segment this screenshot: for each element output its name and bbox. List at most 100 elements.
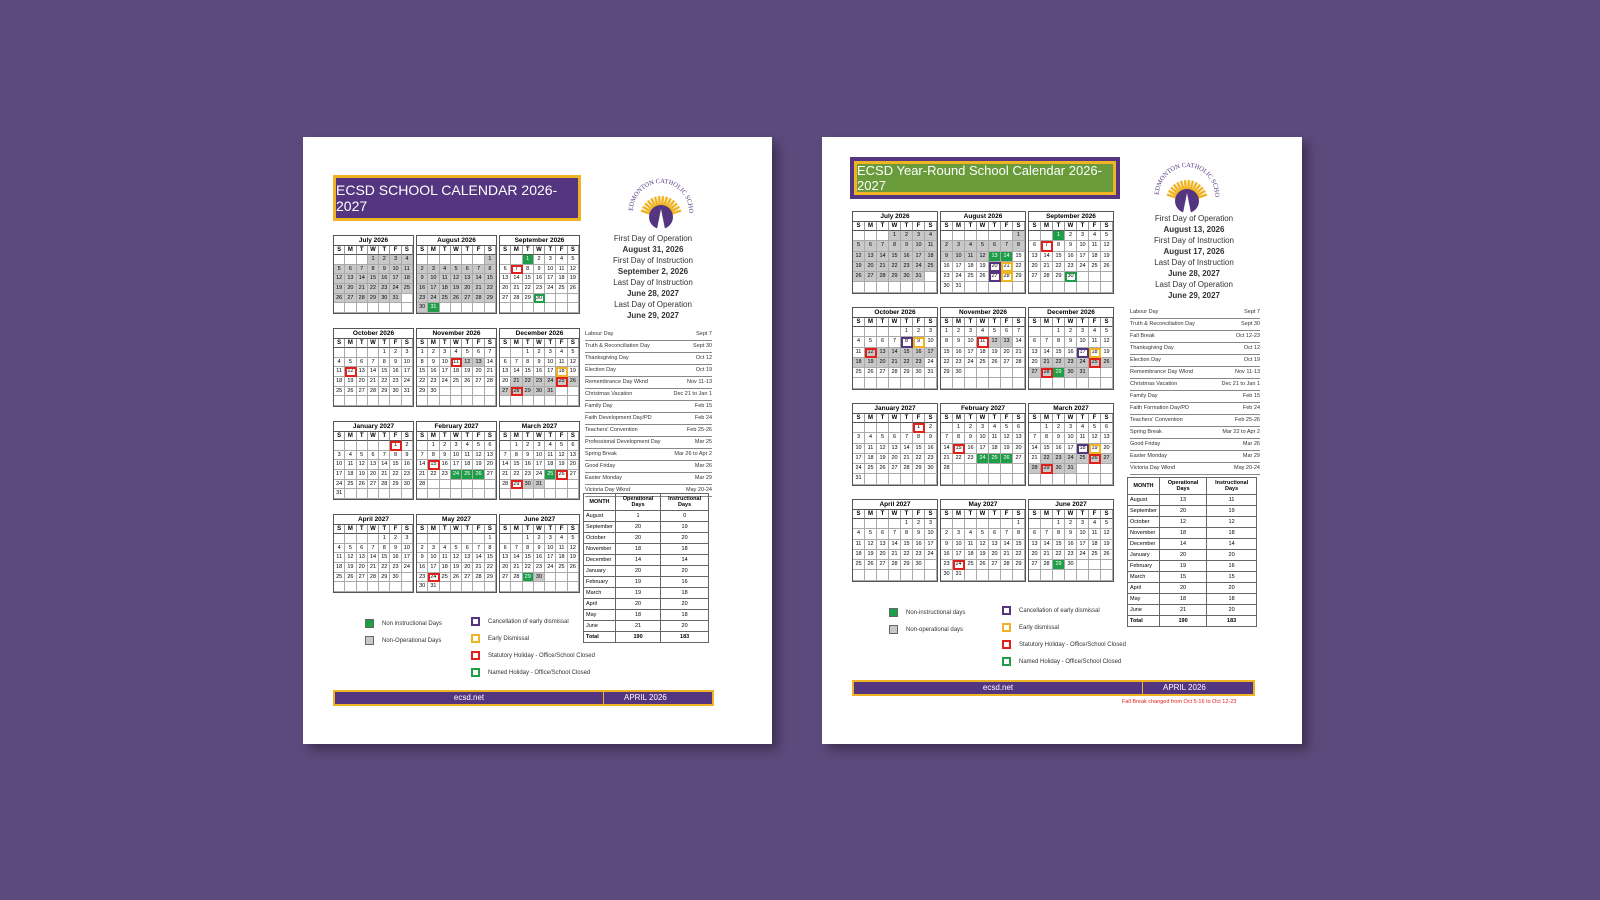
weekday: W (450, 525, 463, 534)
day-cell: 17 (1077, 347, 1089, 358)
day-cell (417, 255, 429, 265)
weekday: M (428, 339, 440, 348)
day-cell: 17 (965, 347, 977, 358)
day-cell: 8 (484, 543, 496, 554)
weekday: W (450, 246, 463, 255)
day-cell: 11 (545, 450, 557, 461)
table-row: December 14 14 (583, 554, 709, 566)
day-cell: 18 (556, 553, 568, 564)
holiday-date: Mar 25 (694, 439, 712, 445)
day-cell: 9 (925, 433, 937, 444)
day-cell (865, 519, 877, 530)
day-cell: 27 (473, 377, 485, 387)
day-cell: 2 (401, 441, 413, 451)
day-cell: 9 (401, 450, 413, 461)
day-cell: 16 (379, 274, 391, 285)
day-cell: 19 (865, 549, 877, 560)
day-cell (913, 378, 925, 389)
day-cell (462, 479, 474, 490)
day-cell (417, 441, 429, 451)
day-cell (1013, 282, 1025, 293)
day-cell: 17 (428, 284, 440, 294)
table-cell: April (1127, 582, 1160, 594)
table-cell: November (583, 543, 616, 555)
day-cell: 3 (1077, 519, 1089, 530)
day-cell (567, 303, 579, 314)
day-cell: 9 (533, 543, 546, 554)
day-cell (473, 386, 485, 397)
day-cell: 5 (1101, 327, 1113, 338)
day-cell: 17 (977, 443, 989, 454)
weekday: M (345, 432, 357, 441)
day-cell: 1 (511, 441, 523, 451)
day-cell (462, 489, 474, 500)
month-title: March 2027 (1029, 404, 1113, 414)
weekday: M (511, 246, 523, 255)
holiday-date: Feb 25-26 (686, 427, 712, 433)
day-cell: 13 (1001, 337, 1013, 348)
day-cell: 31 (953, 570, 965, 581)
holiday-name: Easter Monday (1130, 453, 1167, 459)
weekday: W (533, 246, 546, 255)
logo-road (657, 209, 665, 229)
table-cell: 19 (614, 587, 662, 599)
day-cell: 7 (500, 450, 512, 461)
day-cell: 15 (522, 553, 534, 564)
day-cell: 9 (439, 450, 451, 461)
day-cell: 11 (965, 539, 977, 550)
day-cell: 7 (417, 450, 429, 461)
month-calendar: May 2027 S M T W T F S 1 2 3 4 5 6 7 8 9 10 11 12 13 14 15 16 17… (940, 499, 1026, 582)
weekday: M (511, 339, 523, 348)
day-cell (989, 570, 1001, 581)
day-cell (450, 255, 463, 265)
day-cell: 13 (1029, 251, 1041, 262)
day-cell: 14 (901, 443, 913, 454)
month-grid: S M T W T F S 1 2 3 4 5 6 7 8 9 10 11 12 13 14 15 16 17 18 19 20 21… (941, 414, 1025, 485)
day-cell: 22 (522, 377, 534, 387)
day-cell: 10 (853, 443, 865, 454)
day-cell: 18 (334, 563, 346, 573)
holiday-date: Mar 22 to Apr 2 (1222, 429, 1260, 435)
day-cell: 30 (953, 368, 965, 379)
day-cell (901, 378, 913, 389)
weekday: S (925, 318, 937, 327)
day-cell: 29 (1053, 272, 1065, 283)
day-cell (450, 534, 463, 544)
table-cell: 21 (1158, 604, 1208, 616)
day-cell: 8 (1053, 241, 1065, 252)
holiday-date: Feb 24 (694, 415, 712, 421)
table-row: January 20 20 (1127, 549, 1257, 561)
holiday-row: Labour Day Sept 7 (1130, 307, 1260, 319)
month-calendar: August 2026 S M T W T F S 1 2 3 4 5 6 7 8 9 10 11 12 13 14 15 1… (940, 211, 1026, 294)
table-cell: 20 (660, 620, 709, 632)
day-cell (1089, 378, 1101, 389)
day-cell: 18 (556, 274, 568, 285)
day-cell (1029, 378, 1041, 389)
day-cell: 1 (428, 441, 440, 451)
day-cell (439, 396, 451, 407)
holiday-date: Oct 12 (695, 355, 712, 361)
day-cell: 15 (390, 460, 402, 471)
holiday-date: May 20-24 (686, 487, 712, 493)
day-cell: 17 (853, 453, 865, 464)
table-cell: 18 (614, 543, 662, 555)
legend-swatch (1002, 623, 1011, 632)
weekday: M (1041, 318, 1053, 327)
holiday-row: Professional Development Day Mar 25 (585, 437, 712, 449)
day-cell: 4 (1089, 231, 1101, 242)
day-cell: 21 (473, 284, 485, 294)
day-cell: 2 (390, 348, 402, 358)
day-cell: 27 (989, 272, 1001, 283)
day-cell: 7 (889, 337, 901, 348)
table-cell: February (583, 576, 616, 588)
weekday: W (889, 318, 901, 327)
day-cell (533, 489, 546, 500)
day-cell: 19 (977, 261, 989, 272)
day-cell (989, 519, 1001, 530)
weekday: S (484, 432, 496, 441)
weekday: T (462, 339, 474, 348)
table-cell: 20 (660, 532, 709, 544)
table-cell: 20 (660, 598, 709, 610)
day-cell: 7 (1001, 241, 1013, 252)
day-cell: 5 (450, 543, 463, 554)
